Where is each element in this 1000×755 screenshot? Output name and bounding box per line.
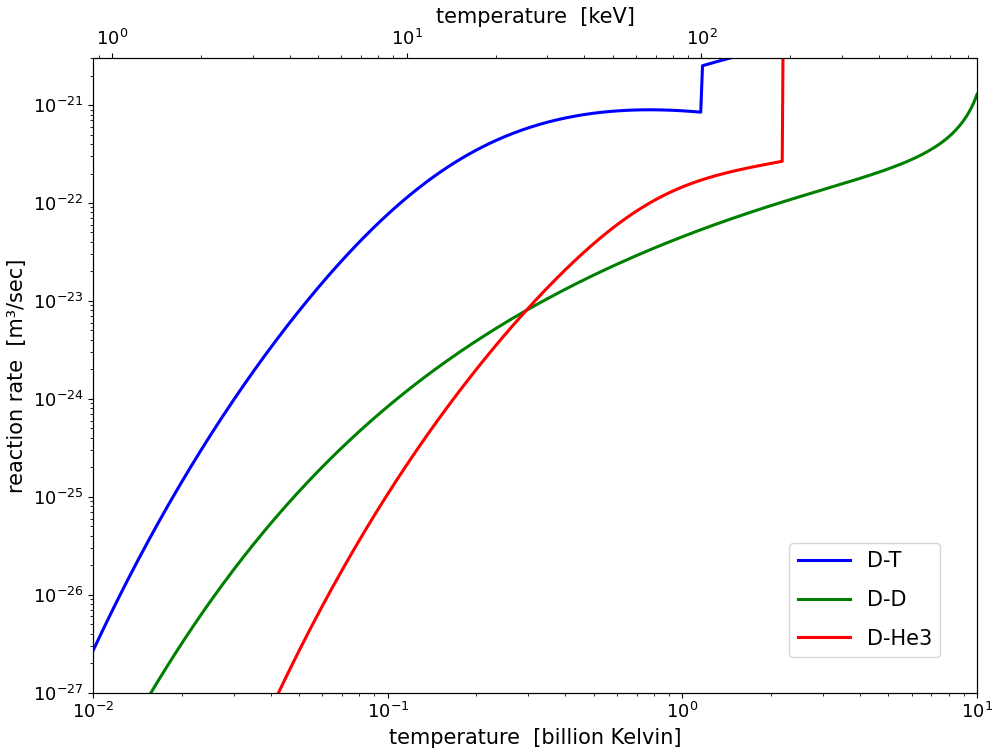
D-He3 — [565, 259, 577, 268]
D-T — [512, 127, 524, 136]
Line: D-T: D-T — [93, 0, 977, 651]
D-T — [87, 646, 99, 655]
Line: D-D: D-D — [93, 94, 977, 755]
Y-axis label: reaction rate  [m³/sec]: reaction rate [m³/sec] — [7, 258, 27, 493]
D-He3 — [613, 218, 625, 227]
D-He3 — [507, 321, 519, 330]
X-axis label: temperature  [billion Kelvin]: temperature [billion Kelvin] — [389, 728, 681, 748]
D-He3 — [512, 315, 524, 324]
Legend: D-T, D-D, D-He3: D-T, D-D, D-He3 — [789, 543, 940, 657]
D-D — [512, 310, 524, 319]
X-axis label: temperature  [keV]: temperature [keV] — [436, 7, 635, 27]
D-T — [565, 112, 577, 122]
D-D — [565, 282, 577, 291]
D-T — [812, 32, 824, 41]
D-D — [812, 186, 824, 196]
D-T — [613, 106, 625, 116]
D-T — [507, 129, 519, 138]
D-D — [507, 313, 519, 322]
D-D — [971, 90, 983, 99]
D-D — [613, 259, 625, 268]
D-D — [950, 125, 962, 134]
Line: D-He3: D-He3 — [93, 0, 791, 755]
